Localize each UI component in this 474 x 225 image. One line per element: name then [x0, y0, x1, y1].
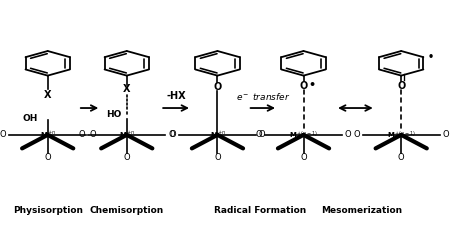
Text: M$^{+n}$: M$^{+n}$ [119, 130, 135, 140]
Text: HO: HO [106, 110, 121, 119]
Text: O: O [79, 130, 85, 139]
Text: M$^{+(n-1)}$: M$^{+(n-1)}$ [387, 129, 416, 140]
Text: O: O [398, 153, 404, 162]
Text: O: O [255, 130, 262, 139]
Text: O: O [300, 153, 307, 162]
Text: O: O [345, 130, 352, 139]
Text: O: O [168, 130, 175, 139]
Text: O: O [397, 81, 405, 91]
Text: X: X [44, 90, 51, 100]
Text: M$^{+n}$: M$^{+n}$ [40, 130, 55, 140]
Text: O: O [353, 130, 360, 139]
Text: •: • [428, 52, 434, 62]
Text: O: O [123, 153, 130, 162]
Text: X: X [123, 84, 130, 94]
Text: Radical Formation: Radical Formation [214, 206, 307, 215]
Text: O: O [89, 130, 96, 139]
Text: O: O [259, 130, 265, 139]
Text: e$^-$ transfer: e$^-$ transfer [236, 91, 290, 102]
Text: -HX: -HX [166, 91, 186, 101]
Text: O: O [169, 130, 176, 139]
Text: O: O [300, 81, 308, 91]
Text: Mesomerization: Mesomerization [321, 206, 402, 215]
Text: O: O [214, 153, 221, 162]
Text: Physisorption: Physisorption [13, 206, 82, 215]
Text: M$^{+n}$: M$^{+n}$ [210, 130, 226, 140]
Text: O: O [443, 130, 449, 139]
Text: OH: OH [22, 114, 38, 123]
Text: O: O [45, 153, 51, 162]
Text: Chemisorption: Chemisorption [90, 206, 164, 215]
Text: •: • [308, 80, 316, 90]
Text: O: O [0, 130, 6, 139]
Text: M$^{+(n-1)}$: M$^{+(n-1)}$ [289, 129, 318, 140]
Text: O: O [213, 82, 221, 92]
